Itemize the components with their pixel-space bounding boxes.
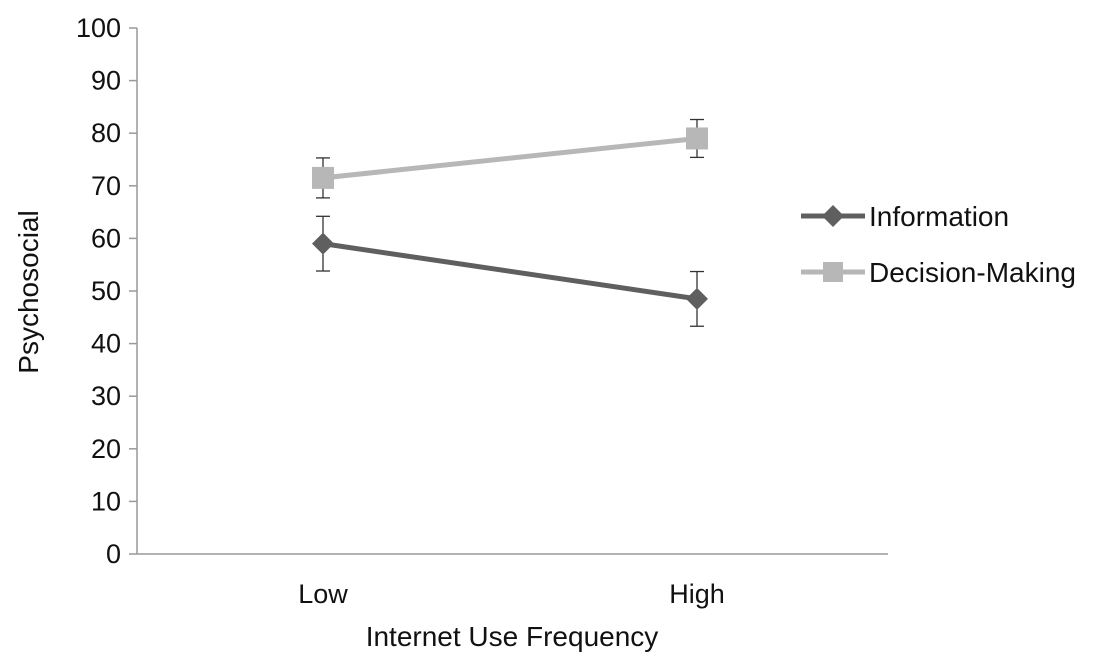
x-tick-label: Low (298, 579, 348, 609)
x-tick-label: High (669, 579, 725, 609)
legend-item: Decision-Making (801, 257, 1076, 288)
y-axis-title: Psychosocial (13, 210, 44, 373)
series-decision-making (312, 118, 708, 199)
y-tick-label: 10 (91, 486, 121, 516)
y-tick-label: 20 (91, 434, 121, 464)
x-axis-ticks: Low High (298, 579, 725, 609)
x-axis-title: Internet Use Frequency (366, 621, 659, 652)
y-tick-label: 100 (76, 13, 121, 43)
legend: Information Decision-Making (801, 201, 1076, 288)
series-layer (312, 118, 708, 327)
y-tick-label: 80 (91, 118, 121, 148)
y-tick-label: 40 (91, 329, 121, 359)
y-tick-label: 30 (91, 381, 121, 411)
legend-label: Decision-Making (869, 257, 1076, 288)
y-axis-ticks: 0 10 20 30 40 50 60 70 80 90 100 (76, 13, 137, 569)
y-tick-label: 90 (91, 66, 121, 96)
series-line (320, 135, 700, 181)
data-point (312, 232, 334, 255)
legend-label: Information (869, 201, 1009, 232)
legend-marker (822, 205, 844, 227)
chart-axes (136, 28, 888, 555)
y-tick-label: 70 (91, 171, 121, 201)
data-point (686, 287, 708, 310)
data-point (312, 166, 334, 189)
data-point (686, 127, 708, 150)
y-tick-label: 0 (106, 539, 121, 569)
y-tick-label: 50 (91, 276, 121, 306)
series-line (320, 241, 700, 302)
series-information (312, 215, 708, 327)
legend-item: Information (801, 201, 1009, 232)
y-tick-label: 60 (91, 223, 121, 253)
legend-marker (823, 262, 843, 282)
